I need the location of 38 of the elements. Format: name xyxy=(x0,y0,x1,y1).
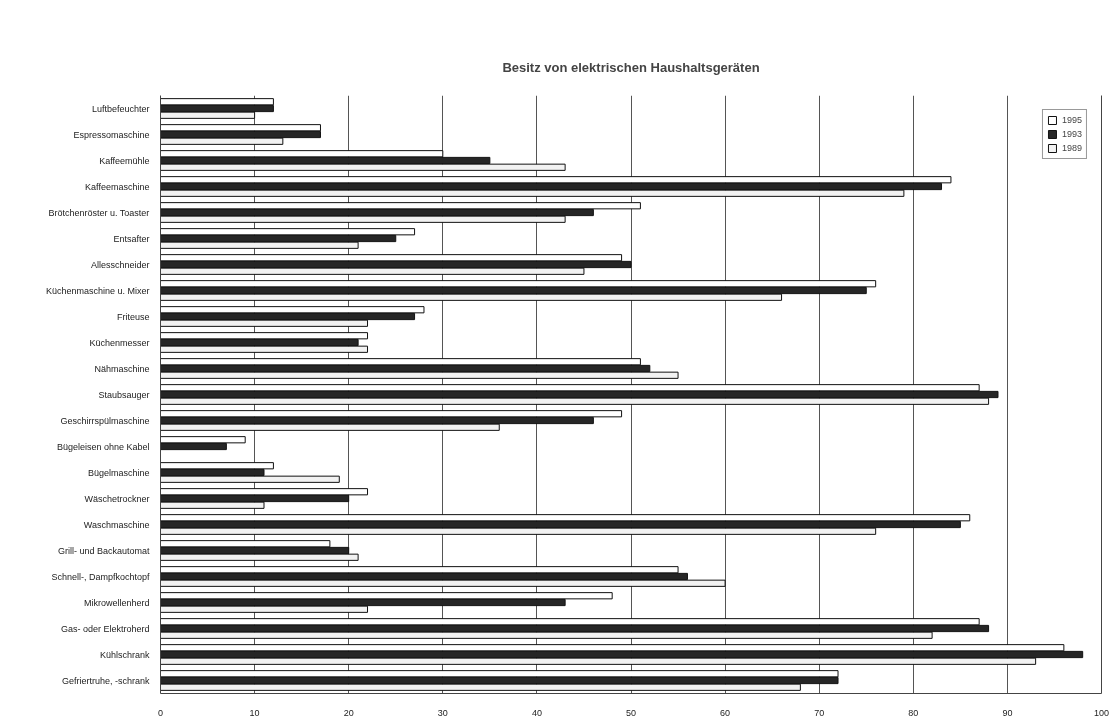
y-tick-label: Mikrowellenherd xyxy=(83,597,150,608)
y-tick-label: Wäschetrockner xyxy=(84,493,150,504)
y-tick-label: Allesschneider xyxy=(90,259,150,270)
y-tick-label: Geschirrspülmaschine xyxy=(60,415,150,426)
x-tick-label: 20 xyxy=(343,707,354,718)
y-tick-label: Bügeleisen ohne Kabel xyxy=(56,441,150,452)
y-tick-label: Friteuse xyxy=(116,311,150,322)
y-tick-label: Kaffeemühle xyxy=(99,155,150,166)
x-tick-label: 30 xyxy=(437,707,448,718)
y-tick-label: Brötchenröster u. Toaster xyxy=(48,207,150,218)
y-tick-label: Espressomaschine xyxy=(73,129,150,140)
y-tick-label: Kaffeemaschine xyxy=(85,181,150,192)
y-tick-label: Küchenmesser xyxy=(89,337,150,348)
y-tick-label: Kühlschrank xyxy=(99,649,150,660)
y-tick-label: Gefriertruhe, -schrank xyxy=(61,675,150,686)
x-tick-label: 80 xyxy=(908,707,919,718)
x-tick-label: 10 xyxy=(249,707,260,718)
x-tick-label: 100 xyxy=(1093,707,1110,718)
y-tick-label: Schnell-, Dampfkochtopf xyxy=(51,571,150,582)
chart-title: Besitz von elektrischen Haushaltsgeräten xyxy=(502,59,760,75)
y-tick-label: Waschmaschine xyxy=(83,519,150,530)
x-tick-label: 60 xyxy=(720,707,731,718)
x-tick-label: 90 xyxy=(1002,707,1013,718)
legend-label: 1995 xyxy=(1061,114,1082,126)
x-tick-label: 0 xyxy=(158,707,164,718)
y-tick-label: Grill- und Backautomat xyxy=(57,545,150,556)
legend-label: 1989 xyxy=(1061,142,1082,154)
y-tick-label: Staubsauger xyxy=(98,389,150,400)
x-tick-label: 40 xyxy=(531,707,542,718)
x-tick-label: 70 xyxy=(814,707,825,718)
y-tick-label: Küchenmaschine u. Mixer xyxy=(45,285,150,296)
x-tick-label: 50 xyxy=(625,707,637,718)
y-tick-label: Nähmaschine xyxy=(94,363,150,374)
y-tick-label: Luftbefeuchter xyxy=(91,103,150,114)
y-tick-label: Gas- oder Elektroherd xyxy=(60,623,150,634)
legend-label: 1993 xyxy=(1061,128,1082,140)
y-tick-label: Bügelmaschine xyxy=(87,467,150,478)
y-tick-label: Entsafter xyxy=(113,233,150,244)
